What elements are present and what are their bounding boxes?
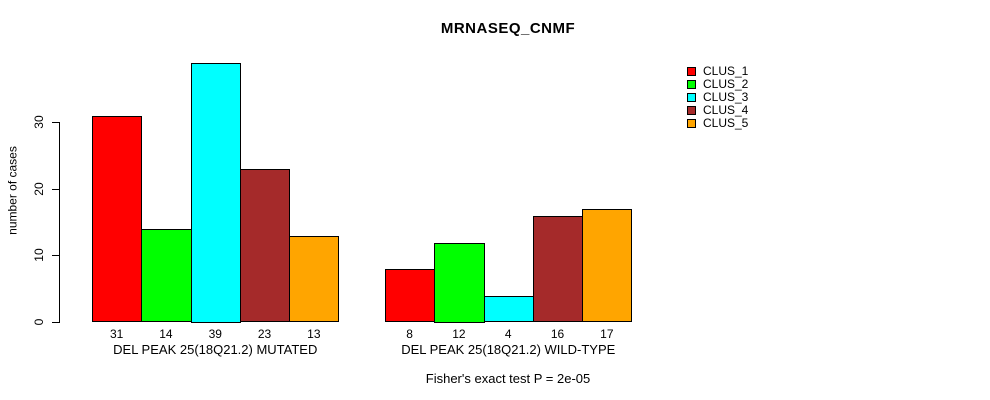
y-tick-mark [52, 122, 59, 123]
group-label: DEL PEAK 25(18Q21.2) MUTATED [113, 342, 318, 357]
legend-label: CLUS_3 [703, 90, 749, 104]
bar-value-label: 14 [159, 327, 173, 341]
legend-label: CLUS_2 [703, 77, 749, 91]
bar-clus_5-group0 [289, 235, 340, 323]
bar-value-label: 16 [550, 327, 565, 341]
legend: CLUS_1 CLUS_2 CLUS_3 CLUS_4 CLUS_5 [687, 65, 748, 130]
bar-clus_3-group1 [483, 295, 534, 323]
bar-value-label: 12 [452, 327, 466, 341]
bar-value-label: 4 [504, 327, 512, 341]
legend-label: CLUS_4 [703, 103, 749, 117]
bar-clus_1-group0 [92, 115, 143, 323]
bar-clus_2-group0 [141, 229, 192, 323]
legend-swatch-icon [687, 80, 696, 89]
legend-item-clus_1: CLUS_1 [687, 65, 748, 78]
legend-item-clus_4: CLUS_4 [687, 104, 748, 117]
legend-label: CLUS_5 [703, 116, 749, 130]
y-tick-label: 20 [32, 181, 46, 196]
y-tick-label: 0 [32, 318, 46, 326]
legend-item-clus_2: CLUS_2 [687, 78, 748, 91]
bar-clus_4-group1 [532, 215, 584, 323]
legend-label: CLUS_1 [703, 64, 749, 78]
y-tick-mark [52, 255, 59, 257]
bar-clus_5-group1 [582, 209, 633, 323]
bar-value-label: 39 [208, 327, 222, 341]
fisher-test-annotation: Fisher's exact test P = 2e-05 [425, 371, 591, 386]
bar-value-label: 17 [600, 327, 614, 341]
bar-value-label: 8 [406, 327, 413, 341]
bar-value-label: 31 [109, 327, 124, 341]
legend-swatch-icon [687, 67, 696, 76]
legend-item-clus_3: CLUS_3 [687, 91, 748, 104]
bar-clus_3-group0 [190, 62, 241, 323]
y-tick-label: 10 [32, 248, 46, 263]
bar-value-label: 23 [257, 327, 272, 341]
legend-swatch-icon [687, 106, 696, 115]
bar-clus_2-group1 [434, 242, 485, 323]
y-tick-mark [52, 188, 59, 190]
bar-value-label: 13 [307, 327, 321, 341]
bar-clus_4-group0 [239, 169, 291, 323]
y-axis-label: number of cases [5, 146, 20, 235]
group-label: DEL PEAK 25(18Q21.2) WILD-TYPE [401, 342, 616, 357]
legend-swatch-icon [687, 119, 696, 128]
legend-swatch-icon [687, 93, 696, 102]
y-axis-line [59, 122, 60, 323]
legend-item-clus_5: CLUS_5 [687, 117, 748, 130]
bar-clus_1-group1 [385, 269, 436, 323]
chart-title: MRNASEQ_CNMF [440, 20, 576, 37]
y-tick-mark [52, 322, 59, 323]
y-tick-label: 30 [32, 115, 46, 129]
